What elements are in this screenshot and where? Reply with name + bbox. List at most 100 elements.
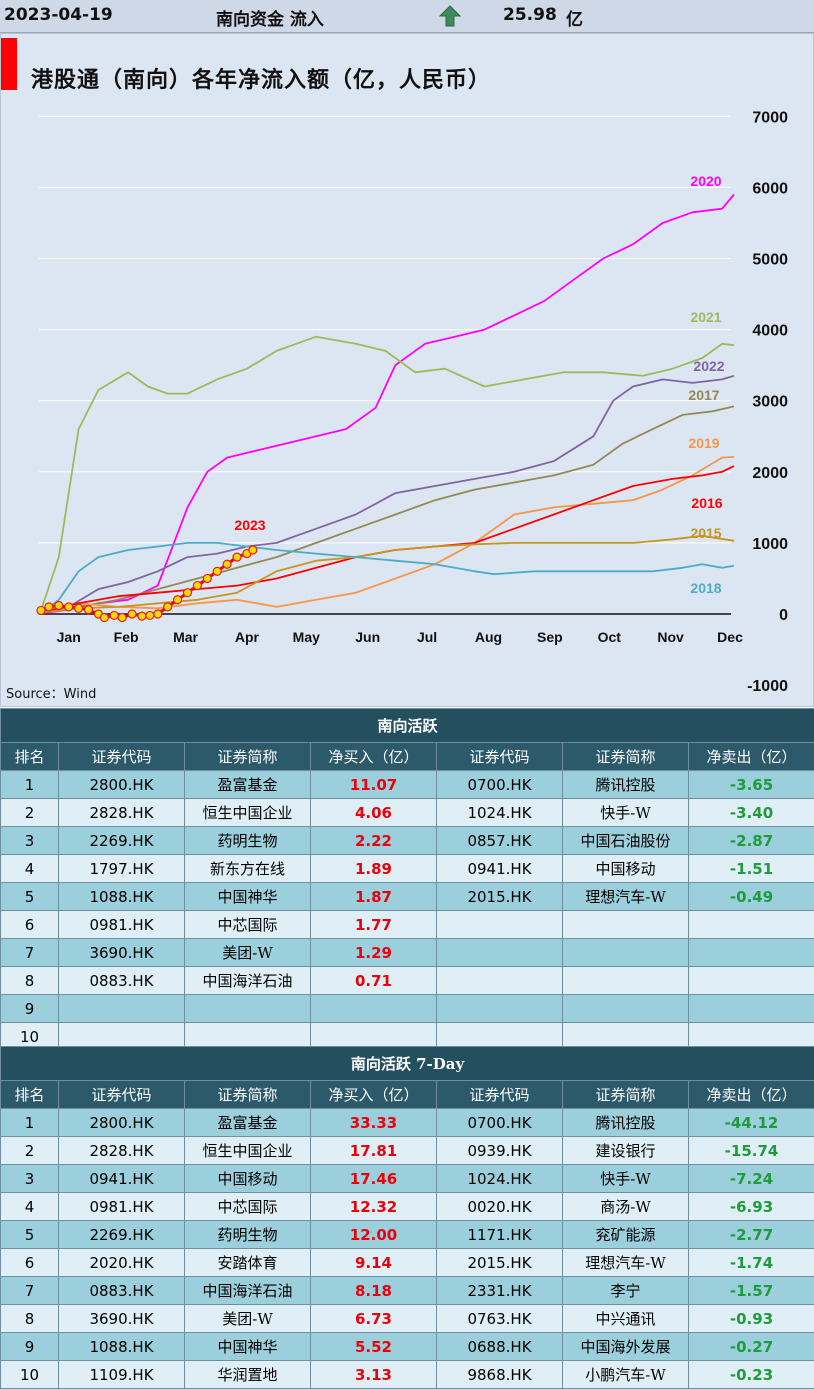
series-point-2023 (55, 601, 63, 609)
series-point-2023 (85, 606, 93, 614)
table-cell (563, 939, 689, 967)
table-cell: 快手-W (563, 799, 689, 827)
y-tick-label: 1000 (752, 536, 788, 553)
table-cell: 盈富基金 (185, 771, 311, 799)
series-label-2016: 2016 (691, 495, 722, 511)
table-cell: 4.06 (311, 799, 437, 827)
table-cell (59, 995, 185, 1023)
table-cell: 5.52 (311, 1333, 437, 1361)
x-tick-label: Nov (657, 629, 684, 645)
header-value: 25.98 (503, 5, 557, 25)
table-cell: 1088.HK (59, 1333, 185, 1361)
table-cell: 2 (1, 799, 59, 827)
series-point-2023 (128, 610, 136, 618)
table-cell: 盈富基金 (185, 1109, 311, 1137)
table-cell: -0.49 (689, 883, 814, 911)
table-cell: 1109.HK (59, 1361, 185, 1389)
column-header-row: 排名证券代码证券简称净买入（亿）证券代码证券简称净卖出（亿） (1, 743, 814, 771)
series-point-2023 (75, 604, 83, 612)
series-label-2017: 2017 (688, 387, 719, 403)
table-cell: 2015.HK (437, 1249, 563, 1277)
series-line-2016 (41, 466, 734, 612)
table-cell: -2.87 (689, 827, 814, 855)
up-arrow-icon (439, 5, 461, 27)
table-cell: 0857.HK (437, 827, 563, 855)
table-cell: 2 (1, 1137, 59, 1165)
table-cell: 6 (1, 911, 59, 939)
table-cell: 安踏体育 (185, 1249, 311, 1277)
table-cell: 0981.HK (59, 911, 185, 939)
header-date: 2023-04-19 (4, 5, 113, 25)
series-point-2023 (213, 567, 221, 575)
table-cell: 腾讯控股 (563, 1109, 689, 1137)
table-cell: 中芯国际 (185, 911, 311, 939)
column-header: 排名 (1, 743, 59, 771)
series-point-2023 (164, 603, 172, 611)
table-cell: 李宁 (563, 1277, 689, 1305)
table-cell: 1024.HK (437, 799, 563, 827)
table-cell: 中国神华 (185, 1333, 311, 1361)
table-cell: 0700.HK (437, 771, 563, 799)
table-cell: 9868.HK (437, 1361, 563, 1389)
table-cell: 4 (1, 1193, 59, 1221)
table-cell: 2020.HK (59, 1249, 185, 1277)
table-cell: 7 (1, 1277, 59, 1305)
column-header-row: 排名证券代码证券简称净买入（亿）证券代码证券简称净卖出（亿） (1, 1081, 814, 1109)
series-point-2023 (223, 560, 231, 568)
x-tick-label: Sep (537, 629, 563, 645)
table-cell: 中芯国际 (185, 1193, 311, 1221)
table-cell: 恒生中国企业 (185, 1137, 311, 1165)
table-cell: 1171.HK (437, 1221, 563, 1249)
x-tick-label: Oct (598, 629, 622, 645)
column-header: 证券代码 (437, 1081, 563, 1109)
table-cell (689, 967, 814, 995)
table-cell: 2828.HK (59, 1137, 185, 1165)
table-cell: 2269.HK (59, 1221, 185, 1249)
series-point-2023 (100, 614, 108, 622)
table-cell: 兖矿能源 (563, 1221, 689, 1249)
column-header: 证券简称 (563, 1081, 689, 1109)
table-cell: -0.93 (689, 1305, 814, 1333)
table-cell: 3690.HK (59, 1305, 185, 1333)
table-cell: 12.00 (311, 1221, 437, 1249)
table-cell: -6.93 (689, 1193, 814, 1221)
table-cell: 2800.HK (59, 1109, 185, 1137)
table-cell: 美团-W (185, 939, 311, 967)
table-cell: 0763.HK (437, 1305, 563, 1333)
table-cell: 理想汽车-W (563, 1249, 689, 1277)
table-cell: 商汤-W (563, 1193, 689, 1221)
series-point-2023 (138, 612, 146, 620)
header-unit: 亿 (566, 5, 583, 30)
table-cell: 3690.HK (59, 939, 185, 967)
table-cell: 17.46 (311, 1165, 437, 1193)
column-header: 净买入（亿） (311, 743, 437, 771)
header-bar: 2023-04-19 南向资金 流入 25.98 亿 (0, 0, 814, 33)
y-tick-label: 7000 (752, 109, 788, 126)
x-tick-label: May (293, 629, 320, 645)
table-cell: 0941.HK (59, 1165, 185, 1193)
table-cell: 1 (1, 1109, 59, 1137)
table-cell: 6 (1, 1249, 59, 1277)
table-cell: 1797.HK (59, 855, 185, 883)
table-cell: 中兴通讯 (563, 1305, 689, 1333)
table-cell: -44.12 (689, 1109, 814, 1137)
table-cell: 3 (1, 1165, 59, 1193)
y-tick-label: 4000 (752, 323, 788, 340)
series-point-2023 (233, 553, 241, 561)
table-cell: 9.14 (311, 1249, 437, 1277)
table-cell: 5 (1, 883, 59, 911)
table-title: 南向活跃 7-Day (1, 1047, 814, 1081)
table-cell (689, 995, 814, 1023)
table-cell (563, 911, 689, 939)
table-cell: 2800.HK (59, 771, 185, 799)
table-cell: 12.32 (311, 1193, 437, 1221)
table-cell: 中国石油股份 (563, 827, 689, 855)
table-cell: -15.74 (689, 1137, 814, 1165)
table-cell: 0939.HK (437, 1137, 563, 1165)
